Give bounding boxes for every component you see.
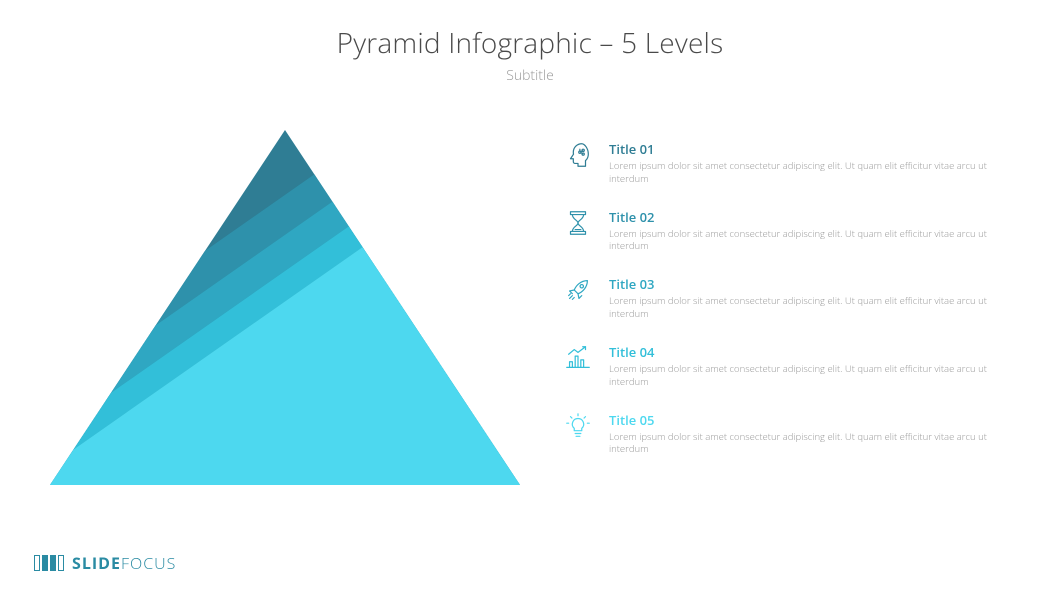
lightbulb-icon <box>555 411 601 441</box>
item-title: Title 04 <box>609 343 1005 361</box>
list-item: Title 05 Lorem ipsum dolor sit amet conse… <box>555 411 1015 457</box>
list-item: Title 01 Lorem ipsum dolor sit amet conse… <box>555 140 1015 186</box>
brand-bars-icon <box>34 555 66 571</box>
item-body: Lorem ipsum dolor sit amet consectetur a… <box>609 160 1005 186</box>
brand-bold: SLIDE <box>72 552 121 574</box>
item-text: Title 01 Lorem ipsum dolor sit amet conse… <box>601 140 1015 186</box>
item-title: Title 03 <box>609 275 1005 293</box>
items-list: Title 01 Lorem ipsum dolor sit amet conse… <box>555 140 1015 478</box>
rocket-icon <box>555 275 601 305</box>
item-body: Lorem ipsum dolor sit amet consectetur a… <box>609 295 1005 321</box>
item-body: Lorem ipsum dolor sit amet consectetur a… <box>609 228 1005 254</box>
item-text: Title 05 Lorem ipsum dolor sit amet conse… <box>601 411 1015 457</box>
item-body: Lorem ipsum dolor sit amet consectetur a… <box>609 363 1005 389</box>
chart-growth-icon <box>555 343 601 373</box>
list-item: Title 03 Lorem ipsum dolor sit amet conse… <box>555 275 1015 321</box>
brand-logo: SLIDEFOCUS <box>34 552 176 574</box>
item-title: Title 02 <box>609 208 1005 226</box>
item-title: Title 01 <box>609 140 1005 158</box>
brand-text: SLIDEFOCUS <box>72 552 176 574</box>
item-text: Title 04 Lorem ipsum dolor sit amet conse… <box>601 343 1015 389</box>
list-item: Title 04 Lorem ipsum dolor sit amet conse… <box>555 343 1015 389</box>
item-body: Lorem ipsum dolor sit amet consectetur a… <box>609 431 1005 457</box>
item-title: Title 05 <box>609 411 1005 429</box>
hourglass-icon <box>555 208 601 238</box>
brand-light: FOCUS <box>121 552 176 574</box>
page-subtitle: Subtitle <box>0 66 1060 85</box>
item-text: Title 02 Lorem ipsum dolor sit amet conse… <box>601 208 1015 254</box>
slide: Pyramid Infographic – 5 Levels Subtitle … <box>0 0 1060 596</box>
page-title: Pyramid Infographic – 5 Levels <box>0 24 1060 62</box>
item-text: Title 03 Lorem ipsum dolor sit amet conse… <box>601 275 1015 321</box>
head-gear-icon <box>555 140 601 170</box>
pyramid-graphic <box>50 130 520 485</box>
list-item: Title 02 Lorem ipsum dolor sit amet conse… <box>555 208 1015 254</box>
